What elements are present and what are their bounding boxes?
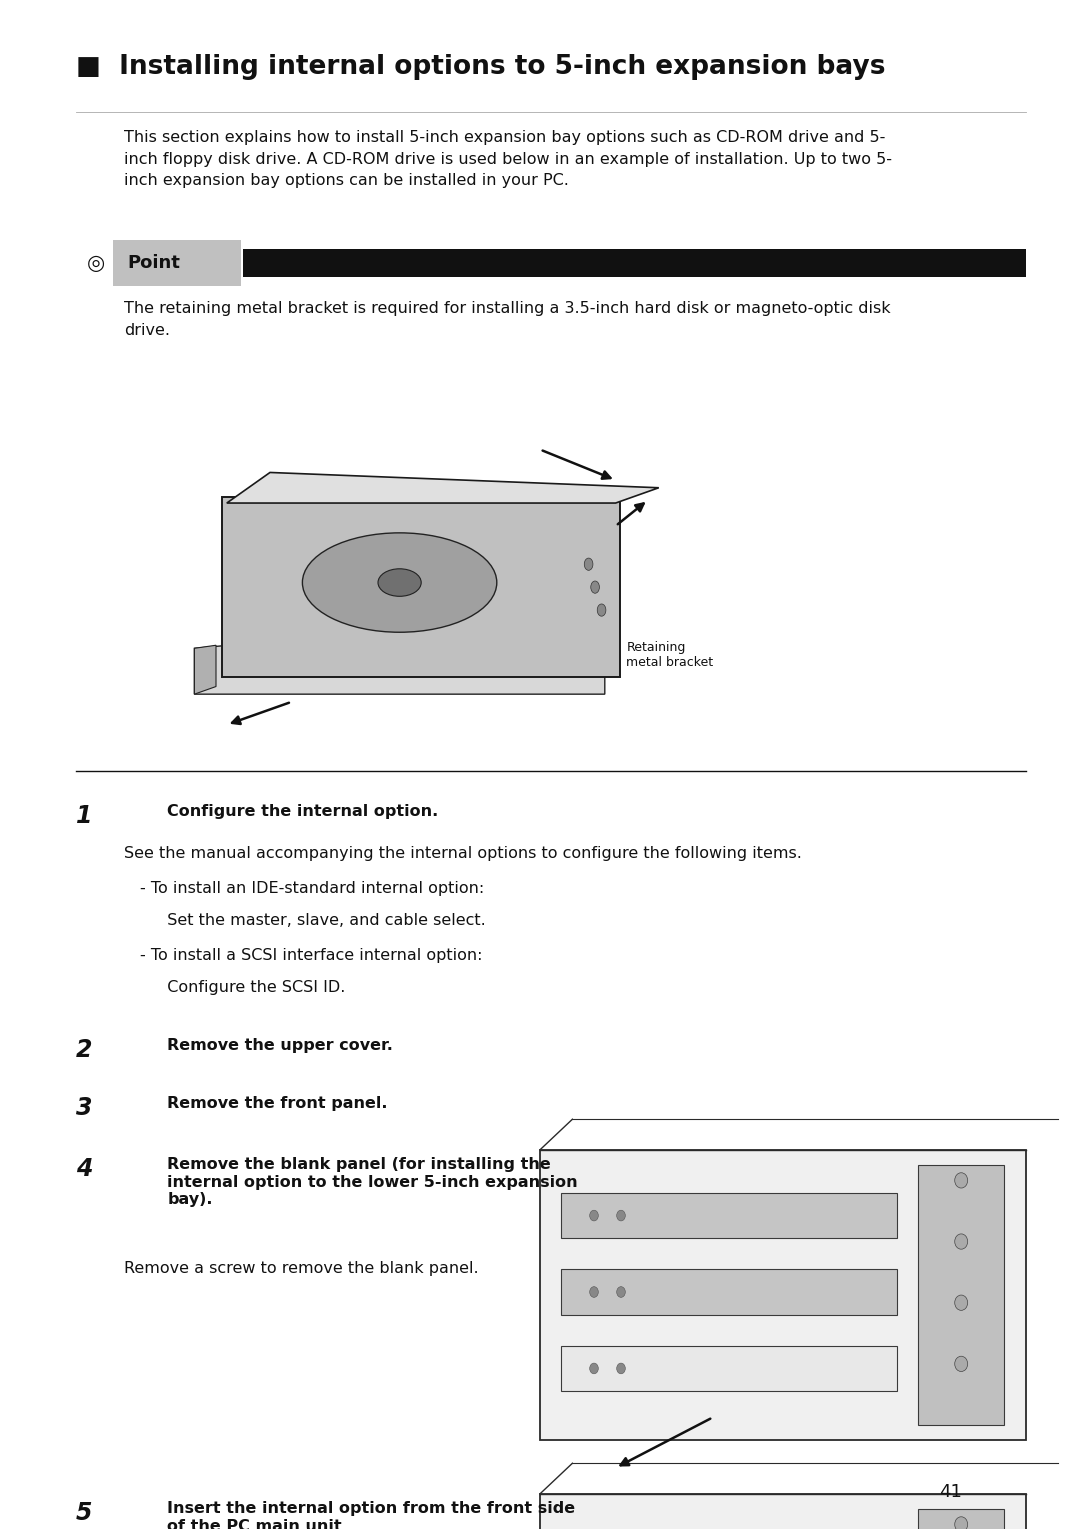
Ellipse shape: [378, 569, 421, 596]
Text: Remove the front panel.: Remove the front panel.: [167, 1096, 388, 1112]
Ellipse shape: [955, 1517, 968, 1529]
Polygon shape: [194, 645, 216, 694]
Text: - To install an IDE-standard internal option:: - To install an IDE-standard internal op…: [140, 881, 485, 896]
Ellipse shape: [302, 534, 497, 633]
FancyBboxPatch shape: [561, 1269, 897, 1315]
Text: Insert the internal option from the front side
of the PC main unit: Insert the internal option from the fron…: [167, 1501, 576, 1529]
FancyBboxPatch shape: [561, 1346, 897, 1391]
Text: - To install a SCSI interface internal option:: - To install a SCSI interface internal o…: [140, 948, 483, 963]
Text: 2: 2: [76, 1038, 92, 1063]
Polygon shape: [194, 618, 605, 694]
Ellipse shape: [617, 1211, 625, 1222]
Ellipse shape: [955, 1173, 968, 1188]
Ellipse shape: [591, 581, 599, 593]
FancyBboxPatch shape: [918, 1165, 1004, 1425]
Text: 1: 1: [76, 804, 92, 829]
Text: ◎: ◎: [86, 252, 105, 274]
FancyBboxPatch shape: [113, 240, 241, 286]
FancyBboxPatch shape: [540, 1150, 1026, 1440]
Text: This section explains how to install 5-inch expansion bay options such as CD-ROM: This section explains how to install 5-i…: [124, 130, 892, 188]
Text: Configure the internal option.: Configure the internal option.: [167, 804, 438, 820]
Text: 5: 5: [76, 1501, 92, 1526]
Bar: [243, 249, 1026, 277]
Ellipse shape: [590, 1364, 598, 1375]
Polygon shape: [227, 472, 659, 503]
Ellipse shape: [955, 1295, 968, 1310]
FancyBboxPatch shape: [540, 1494, 1026, 1529]
Ellipse shape: [955, 1234, 968, 1249]
Text: Remove the blank panel (for installing the
internal option to the lower 5-inch e: Remove the blank panel (for installing t…: [167, 1157, 578, 1208]
Text: The retaining metal bracket is required for installing a 3.5-inch hard disk or m: The retaining metal bracket is required …: [124, 301, 891, 338]
Text: Set the master, slave, and cable select.: Set the master, slave, and cable select.: [157, 913, 485, 928]
FancyBboxPatch shape: [918, 1509, 1004, 1529]
Ellipse shape: [955, 1356, 968, 1372]
Text: Point: Point: [127, 254, 180, 272]
Ellipse shape: [590, 1287, 598, 1298]
Text: 3: 3: [76, 1096, 92, 1121]
Text: Configure the SCSI ID.: Configure the SCSI ID.: [157, 980, 345, 995]
FancyBboxPatch shape: [222, 497, 620, 677]
Text: Remove a screw to remove the blank panel.: Remove a screw to remove the blank panel…: [124, 1261, 478, 1277]
Ellipse shape: [590, 1211, 598, 1222]
Text: 41: 41: [939, 1483, 962, 1501]
Text: Remove the upper cover.: Remove the upper cover.: [167, 1038, 393, 1053]
Ellipse shape: [584, 558, 593, 570]
Text: ■  Installing internal options to 5-inch expansion bays: ■ Installing internal options to 5-inch …: [76, 54, 886, 80]
FancyBboxPatch shape: [561, 1193, 897, 1238]
Ellipse shape: [597, 604, 606, 616]
Text: Retaining
metal bracket: Retaining metal bracket: [626, 641, 714, 668]
Text: 4: 4: [76, 1157, 92, 1182]
Ellipse shape: [617, 1287, 625, 1298]
Text: See the manual accompanying the internal options to configure the following item: See the manual accompanying the internal…: [124, 846, 802, 861]
Ellipse shape: [617, 1364, 625, 1375]
